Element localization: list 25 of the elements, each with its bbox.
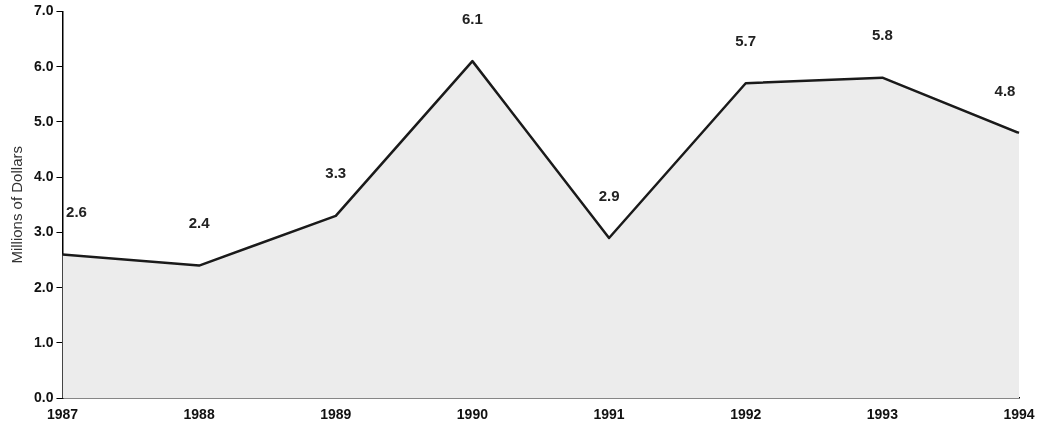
data-label: 4.8: [994, 81, 1016, 99]
x-tick-label: 1994: [1003, 406, 1035, 423]
y-tick-label: 4.0: [33, 168, 54, 185]
data-label: 2.9: [598, 186, 620, 204]
x-tick-label: 1992: [730, 406, 762, 423]
y-tick-label: 1.0: [33, 333, 54, 350]
x-tick-label: 1989: [320, 406, 352, 423]
x-tick-label: 1993: [866, 406, 899, 423]
x-tick-label: 1990: [456, 406, 489, 423]
y-tick-label: 2.0: [33, 278, 54, 295]
y-tick-label: 6.0: [33, 57, 54, 74]
y-tick-label: 0.0: [33, 389, 54, 406]
x-tick-label: 1988: [183, 406, 215, 423]
y-tick-label: 3.0: [33, 223, 54, 240]
data-label: 2.4: [188, 214, 211, 232]
data-label: 3.3: [325, 164, 347, 182]
data-label: 6.1: [461, 9, 483, 27]
x-tick-label: 1987: [46, 406, 79, 423]
data-label: 5.8: [871, 26, 893, 44]
y-axis-title: Millions of Dollars: [8, 146, 26, 264]
x-tick-label: 1991: [593, 406, 625, 423]
y-tick-label: 7.0: [33, 2, 54, 19]
data-label: 5.7: [735, 31, 757, 49]
data-label: 2.6: [66, 203, 87, 221]
y-tick-label: 5.0: [33, 112, 54, 129]
